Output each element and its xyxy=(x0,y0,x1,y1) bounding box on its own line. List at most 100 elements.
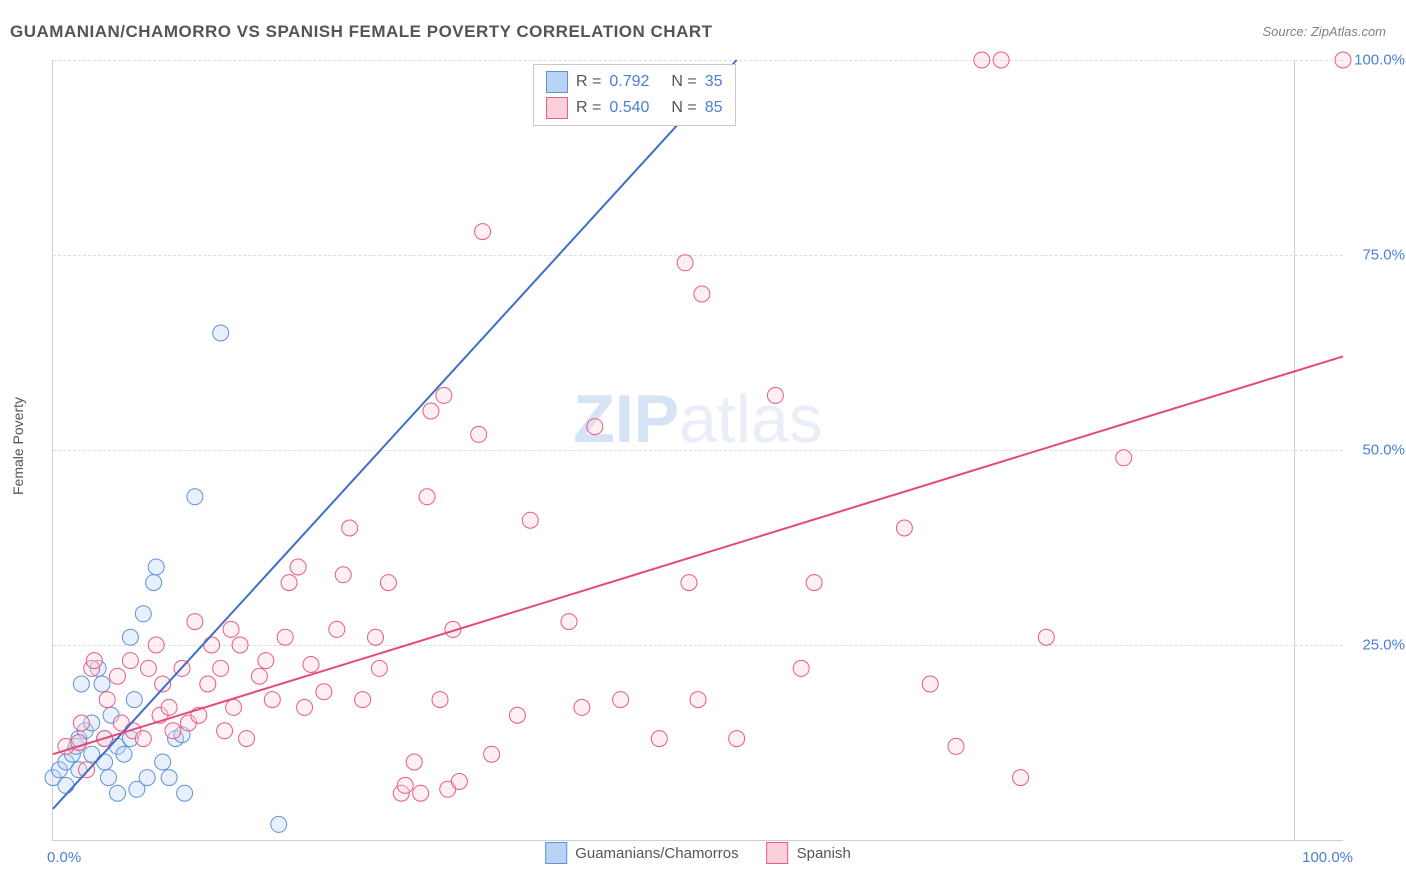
data-point xyxy=(110,668,126,684)
data-point xyxy=(140,660,156,676)
legend-swatch xyxy=(546,97,568,119)
legend-swatch xyxy=(546,71,568,93)
data-point xyxy=(1038,629,1054,645)
data-point xyxy=(896,520,912,536)
data-point xyxy=(329,621,345,637)
data-point xyxy=(148,559,164,575)
bottom-legend-item: Spanish xyxy=(767,842,851,864)
data-point xyxy=(290,559,306,575)
data-point xyxy=(58,777,74,793)
correlation-legend: R = 0.792N = 35R = 0.540N = 85 xyxy=(533,64,736,126)
y-tick-label: 75.0% xyxy=(1362,247,1405,264)
data-point xyxy=(561,614,577,630)
source-attribution: Source: ZipAtlas.com xyxy=(1262,24,1386,39)
legend-swatch xyxy=(545,842,567,864)
data-point xyxy=(232,637,248,653)
data-point xyxy=(217,723,233,739)
data-point xyxy=(94,676,110,692)
data-point xyxy=(135,606,151,622)
data-point xyxy=(316,684,332,700)
data-point xyxy=(613,692,629,708)
data-point xyxy=(677,255,693,271)
data-point xyxy=(471,426,487,442)
legend-r-value: 0.792 xyxy=(609,73,649,91)
y-tick-label: 100.0% xyxy=(1354,52,1405,69)
data-point xyxy=(73,715,89,731)
bottom-legend: Guamanians/Chamorros Spanish xyxy=(545,842,851,864)
data-point xyxy=(694,286,710,302)
data-point xyxy=(271,816,287,832)
data-point xyxy=(122,653,138,669)
legend-n-label: N = xyxy=(671,99,696,117)
plot-area: ZIPatlas 25.0%50.0%75.0%100.0% R = 0.792… xyxy=(52,60,1343,841)
data-point xyxy=(587,419,603,435)
bottom-legend-label: Spanish xyxy=(797,845,851,862)
data-point xyxy=(200,676,216,692)
chart-svg xyxy=(53,60,1343,840)
data-point xyxy=(681,575,697,591)
data-point xyxy=(251,668,267,684)
data-point xyxy=(413,785,429,801)
data-point xyxy=(97,754,113,770)
data-point xyxy=(432,692,448,708)
bottom-legend-item: Guamanians/Chamorros xyxy=(545,842,738,864)
data-point xyxy=(793,660,809,676)
data-point xyxy=(436,387,452,403)
data-point xyxy=(110,785,126,801)
data-point xyxy=(100,770,116,786)
legend-r-label: R = xyxy=(576,73,601,91)
data-point xyxy=(948,738,964,754)
data-point xyxy=(99,692,115,708)
legend-r-value: 0.540 xyxy=(609,99,649,117)
data-point xyxy=(187,614,203,630)
data-point xyxy=(126,692,142,708)
data-point xyxy=(281,575,297,591)
data-point xyxy=(380,575,396,591)
data-point xyxy=(690,692,706,708)
chart-title: GUAMANIAN/CHAMORRO VS SPANISH FEMALE POV… xyxy=(10,22,713,42)
data-point xyxy=(423,403,439,419)
data-point xyxy=(522,512,538,528)
data-point xyxy=(451,774,467,790)
data-point xyxy=(146,575,162,591)
data-point xyxy=(155,754,171,770)
data-point xyxy=(406,754,422,770)
data-point xyxy=(397,777,413,793)
data-point xyxy=(574,699,590,715)
data-point xyxy=(79,762,95,778)
data-point xyxy=(161,770,177,786)
data-point xyxy=(475,224,491,240)
data-point xyxy=(86,653,102,669)
legend-n-value: 35 xyxy=(705,73,723,91)
data-point xyxy=(187,489,203,505)
data-point xyxy=(223,621,239,637)
data-point xyxy=(135,731,151,747)
legend-row: R = 0.792 N = 35 xyxy=(534,69,735,95)
data-point xyxy=(1116,450,1132,466)
legend-row: R = 0.540N = 85 xyxy=(534,95,735,121)
data-point xyxy=(974,52,990,68)
data-point xyxy=(258,653,274,669)
data-point xyxy=(922,676,938,692)
data-point xyxy=(226,699,242,715)
data-point xyxy=(148,637,164,653)
trend-line xyxy=(53,60,737,809)
y-tick-label: 25.0% xyxy=(1362,637,1405,654)
data-point xyxy=(239,731,255,747)
data-point xyxy=(368,629,384,645)
bottom-legend-label: Guamanians/Chamorros xyxy=(575,845,738,862)
data-point xyxy=(139,770,155,786)
data-point xyxy=(342,520,358,536)
data-point xyxy=(204,637,220,653)
y-tick-label: 50.0% xyxy=(1362,442,1405,459)
data-point xyxy=(419,489,435,505)
data-point xyxy=(806,575,822,591)
x-tick-min: 0.0% xyxy=(47,849,81,866)
data-point xyxy=(1335,52,1351,68)
data-point xyxy=(509,707,525,723)
data-point xyxy=(484,746,500,762)
legend-r-label: R = xyxy=(576,99,601,117)
data-point xyxy=(213,325,229,341)
data-point xyxy=(73,676,89,692)
legend-n-label: N = xyxy=(671,73,696,91)
